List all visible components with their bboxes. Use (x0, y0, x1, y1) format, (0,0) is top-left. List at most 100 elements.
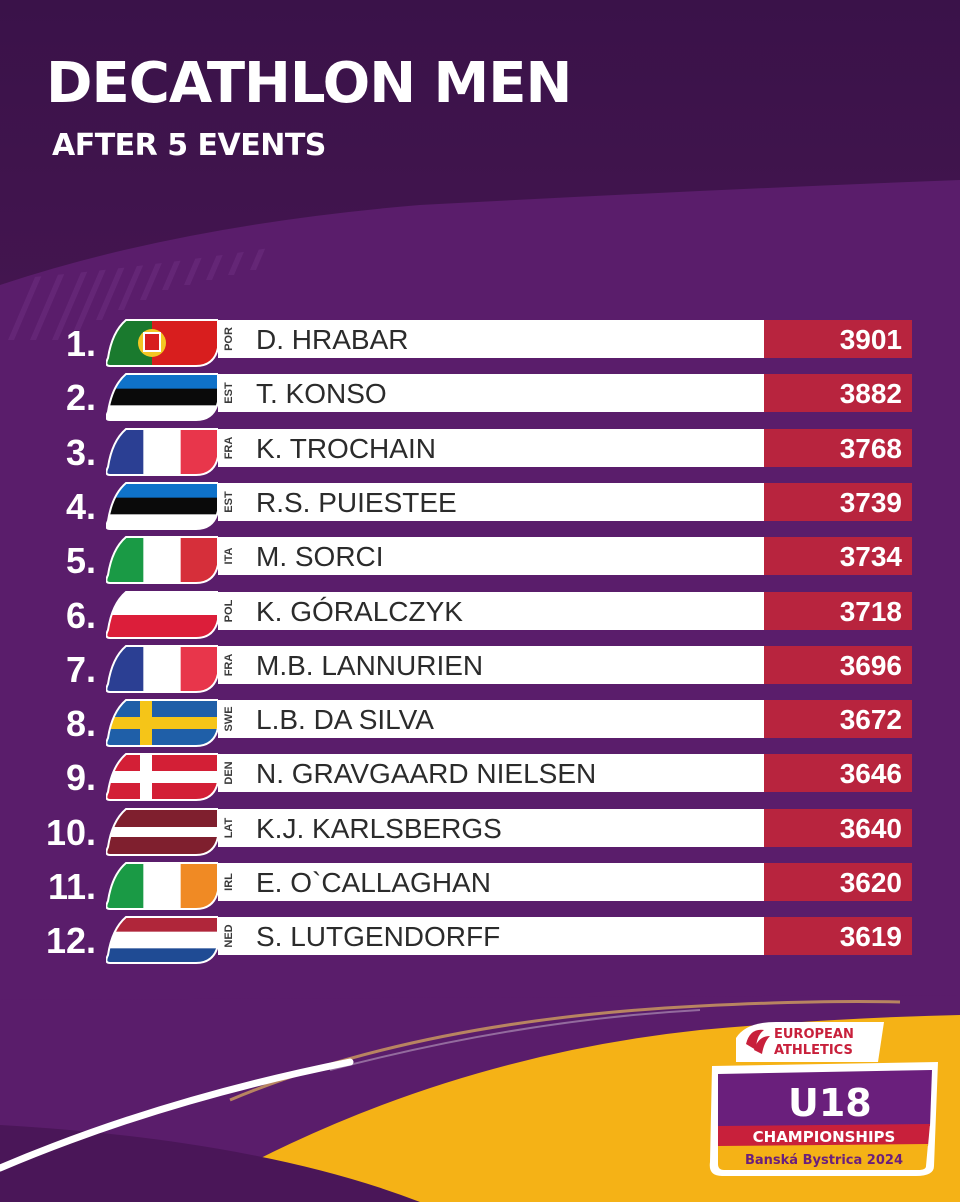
standing-row: 5. ITA M. SORCI 3734 (0, 535, 960, 585)
name-bar (218, 592, 764, 630)
standing-row: 3. FRA K. TROCHAIN 3768 (0, 427, 960, 477)
country-code-container: FRA (219, 646, 239, 684)
country-flag-icon (106, 916, 218, 964)
standing-row: 4. EST R.S. PUIESTEE 3739 (0, 481, 960, 531)
country-code-container: IRL (219, 863, 239, 901)
country-code-container: POR (219, 320, 239, 358)
country-code-container: DEN (219, 754, 239, 792)
rank-label: 5. (65, 540, 96, 581)
country-code: POL (223, 599, 235, 623)
points-value: 3901 (764, 320, 912, 358)
country-code-container: EST (219, 374, 239, 412)
points-value: 3768 (764, 429, 912, 467)
page-title: DECATHLON MEN (46, 51, 572, 116)
athlete-name: N. GRAVGAARD NIELSEN (256, 758, 597, 789)
page-subtitle: AFTER 5 EVENTS (52, 128, 326, 163)
name-bar (218, 646, 764, 684)
athlete-name: K. GÓRALCZYK (256, 596, 463, 627)
athletics-emblem-icon (746, 1029, 770, 1054)
points-value: 3646 (764, 754, 912, 792)
standing-row: 8. SWE L.B. DA SILVA 3672 (0, 698, 960, 748)
rank-label: 4. (65, 486, 96, 527)
name-bar (218, 483, 764, 521)
country-code-container: FRA (219, 429, 239, 467)
athlete-name: D. HRABAR (256, 324, 409, 355)
points-value: 3739 (764, 483, 912, 521)
standing-row: 11. IRL E. O`CALLAGHAN 3620 (0, 861, 960, 911)
rank-label: 7. (65, 649, 96, 690)
country-flag-icon (106, 482, 218, 530)
points-value: 3619 (764, 917, 912, 955)
country-code-container: POL (219, 592, 239, 630)
athlete-name: M.B. LANNURIEN (256, 650, 484, 681)
rank-label: 11. (47, 866, 96, 907)
name-bar (218, 537, 764, 575)
points-value: 3718 (764, 592, 912, 630)
country-code-container: SWE (219, 700, 239, 738)
country-code: NED (223, 924, 235, 948)
country-code: FRA (223, 653, 235, 677)
country-flag-icon (106, 753, 218, 801)
athlete-name: K.J. KARLSBERGS (256, 813, 502, 844)
country-code: FRA (223, 436, 235, 460)
country-flag-icon (106, 428, 218, 476)
standing-row: 12. NED S. LUTGENDORFF 3619 (0, 915, 960, 965)
country-flag-icon (106, 319, 218, 367)
name-bar (218, 700, 764, 738)
country-code-container: ITA (219, 537, 239, 575)
country-code-container: EST (219, 483, 239, 521)
logo-event: U18 (788, 1081, 872, 1125)
country-code-container: LAT (219, 809, 239, 847)
logo-championships: CHAMPIONSHIPS (753, 1128, 896, 1146)
country-flag-icon (106, 808, 218, 856)
standing-row: 2. EST T. KONSO 3882 (0, 372, 960, 422)
rank-label: 2. (65, 377, 96, 418)
rank-label: 3. (65, 432, 96, 473)
standing-row: 6. POL K. GÓRALCZYK 3718 (0, 590, 960, 640)
points-value: 3882 (764, 374, 912, 412)
points-value: 3696 (764, 646, 912, 684)
points-value: 3734 (764, 537, 912, 575)
name-bar (218, 863, 764, 901)
event-logo: EUROPEAN ATHLETICS U18 CHAMPIONSHIPS Ban… (709, 1022, 938, 1176)
rank-label: 9. (65, 757, 96, 798)
country-code-container: NED (219, 917, 239, 955)
logo-location: Banská Bystrica 2024 (745, 1153, 903, 1168)
country-flag-icon (106, 591, 218, 639)
name-bar (218, 917, 764, 955)
logo-line2: ATHLETICS (774, 1043, 853, 1058)
points-value: 3620 (764, 863, 912, 901)
country-flag-icon (106, 699, 218, 747)
rank-label: 8. (65, 703, 96, 744)
country-flag-icon (106, 373, 218, 421)
country-code: POR (223, 327, 235, 351)
country-code: IRL (223, 873, 235, 891)
standing-row: 1. POR D. HRABAR 3901 (0, 318, 960, 368)
rank-label: 6. (65, 595, 96, 636)
country-code: EST (223, 491, 235, 513)
athlete-name: L.B. DA SILVA (256, 704, 434, 735)
athlete-name: S. LUTGENDORFF (256, 921, 501, 952)
country-flag-icon (106, 862, 218, 910)
name-bar (218, 374, 764, 412)
country-flag-icon (106, 536, 218, 584)
name-bar (218, 320, 764, 358)
country-code: SWE (223, 706, 235, 732)
rank-label: 1. (65, 323, 96, 364)
rank-label: 10. (45, 812, 96, 853)
name-bar (218, 429, 764, 467)
logo-line1: EUROPEAN (774, 1027, 854, 1042)
athlete-name: K. TROCHAIN (256, 433, 436, 464)
country-code: EST (223, 382, 235, 404)
name-bar (218, 754, 764, 792)
rank-label: 12. (45, 920, 96, 961)
points-value: 3672 (764, 700, 912, 738)
standing-row: 9. DEN N. GRAVGAARD NIELSEN 3646 (0, 752, 960, 802)
points-value: 3640 (764, 809, 912, 847)
athlete-name: T. KONSO (256, 378, 387, 409)
standing-row: 10. LAT K.J. KARLSBERGS 3640 (0, 807, 960, 857)
athlete-name: M. SORCI (256, 541, 384, 572)
country-flag-icon (106, 645, 218, 693)
country-code: LAT (223, 817, 235, 839)
